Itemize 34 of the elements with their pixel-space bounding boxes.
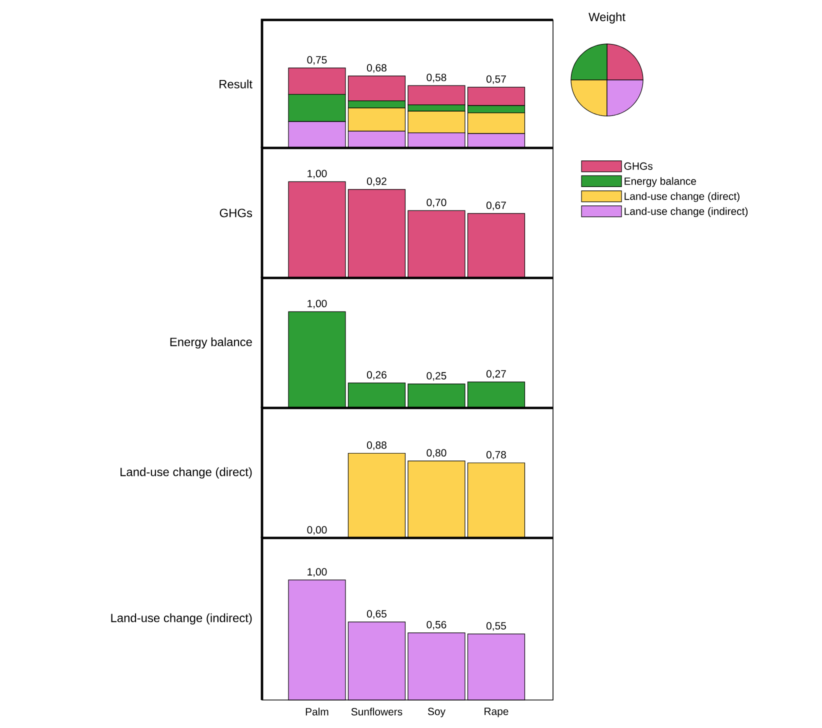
data-label: 0,70 xyxy=(426,198,446,208)
data-label: 0,80 xyxy=(426,449,446,458)
legend-label: GHGs xyxy=(624,162,652,170)
data-label: 0,88 xyxy=(366,441,386,450)
data-label: 0,27 xyxy=(486,370,506,379)
x-tick-label: Palm xyxy=(306,708,328,716)
y-axis-title: Land-use change (direct) xyxy=(120,467,252,479)
chart-title: Weight xyxy=(588,12,626,24)
x-tick-label: Sunflowers xyxy=(351,708,402,716)
legend-label: Land-use change (indirect) xyxy=(624,207,748,218)
data-label: 1,00 xyxy=(308,300,327,308)
data-label: 0,78 xyxy=(486,451,506,460)
annotation: 0,57 xyxy=(486,75,506,84)
data-label: 0,26 xyxy=(366,371,386,380)
y-axis-title: Energy balance xyxy=(170,337,252,349)
data-label: 0,56 xyxy=(426,620,446,630)
annotation: 0,75 xyxy=(307,56,327,65)
annotation: 0,68 xyxy=(366,64,386,73)
legend-label: Land-use change (direct) xyxy=(624,192,740,202)
y-axis-title: GHGs xyxy=(220,208,252,218)
data-label: 0,25 xyxy=(426,372,446,381)
y-axis-title: Land-use change (indirect) xyxy=(111,613,252,625)
data-label: 0,92 xyxy=(366,178,386,186)
x-tick-label: Rape xyxy=(484,708,508,718)
data-label: 0,00 xyxy=(307,526,327,535)
x-tick-label: Soy xyxy=(428,708,446,718)
data-label: 1,00 xyxy=(308,170,327,178)
legend-label: Energy balance xyxy=(624,177,696,187)
y-axis-title: Result xyxy=(220,80,252,88)
data-label: 1,00 xyxy=(308,568,327,577)
data-label: 0,55 xyxy=(486,622,506,631)
data-label: 0,65 xyxy=(366,610,386,619)
data-label: 0,67 xyxy=(486,202,506,210)
annotation: 0,58 xyxy=(426,74,446,82)
